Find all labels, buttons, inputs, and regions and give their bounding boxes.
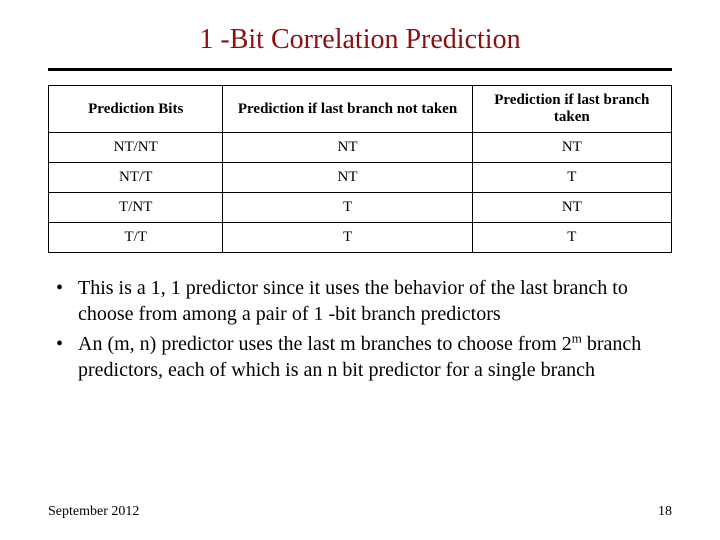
cell: T — [223, 193, 472, 223]
cell: T — [223, 223, 472, 253]
cell: T — [472, 163, 671, 193]
bullet-list: This is a 1, 1 predictor since it uses t… — [56, 275, 672, 383]
bullet-item: An (m, n) predictor uses the last m bran… — [56, 331, 672, 383]
table-row: NT/NT NT NT — [49, 133, 672, 163]
cell: NT — [472, 193, 671, 223]
slide-title: 1 -Bit Correlation Prediction — [48, 24, 672, 56]
cell: NT/NT — [49, 133, 223, 163]
bullet-text: This is a 1, 1 predictor since it uses t… — [78, 277, 628, 325]
bullet-sup: m — [572, 330, 582, 345]
footer: September 2012 18 — [48, 504, 672, 520]
slide: 1 -Bit Correlation Prediction Prediction… — [0, 0, 720, 540]
col-header-taken: Prediction if last branch taken — [472, 86, 671, 133]
table-row: NT/T NT T — [49, 163, 672, 193]
cell: T/T — [49, 223, 223, 253]
col-header-bits: Prediction Bits — [49, 86, 223, 133]
col-header-not-taken: Prediction if last branch not taken — [223, 86, 472, 133]
page-number: 18 — [658, 504, 672, 520]
cell: NT/T — [49, 163, 223, 193]
prediction-table: Prediction Bits Prediction if last branc… — [48, 85, 672, 253]
cell: T — [472, 223, 671, 253]
table-row: T/NT T NT — [49, 193, 672, 223]
cell: T/NT — [49, 193, 223, 223]
cell: NT — [223, 163, 472, 193]
table-header-row: Prediction Bits Prediction if last branc… — [49, 86, 672, 133]
cell: NT — [472, 133, 671, 163]
table-row: T/T T T — [49, 223, 672, 253]
bullet-item: This is a 1, 1 predictor since it uses t… — [56, 275, 672, 327]
title-rule — [48, 68, 672, 71]
bullet-prefix: An (m, n) predictor uses the last m bran… — [78, 333, 572, 355]
cell: NT — [223, 133, 472, 163]
footer-date: September 2012 — [48, 504, 139, 520]
